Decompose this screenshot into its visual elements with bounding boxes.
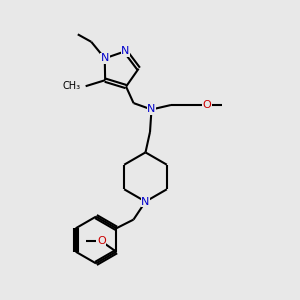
- Text: N: N: [100, 53, 109, 63]
- Text: CH₃: CH₃: [62, 81, 80, 91]
- Text: O: O: [202, 100, 211, 110]
- Text: N: N: [141, 196, 150, 207]
- Text: N: N: [121, 46, 130, 56]
- Text: N: N: [147, 104, 156, 115]
- Text: O: O: [97, 236, 106, 246]
